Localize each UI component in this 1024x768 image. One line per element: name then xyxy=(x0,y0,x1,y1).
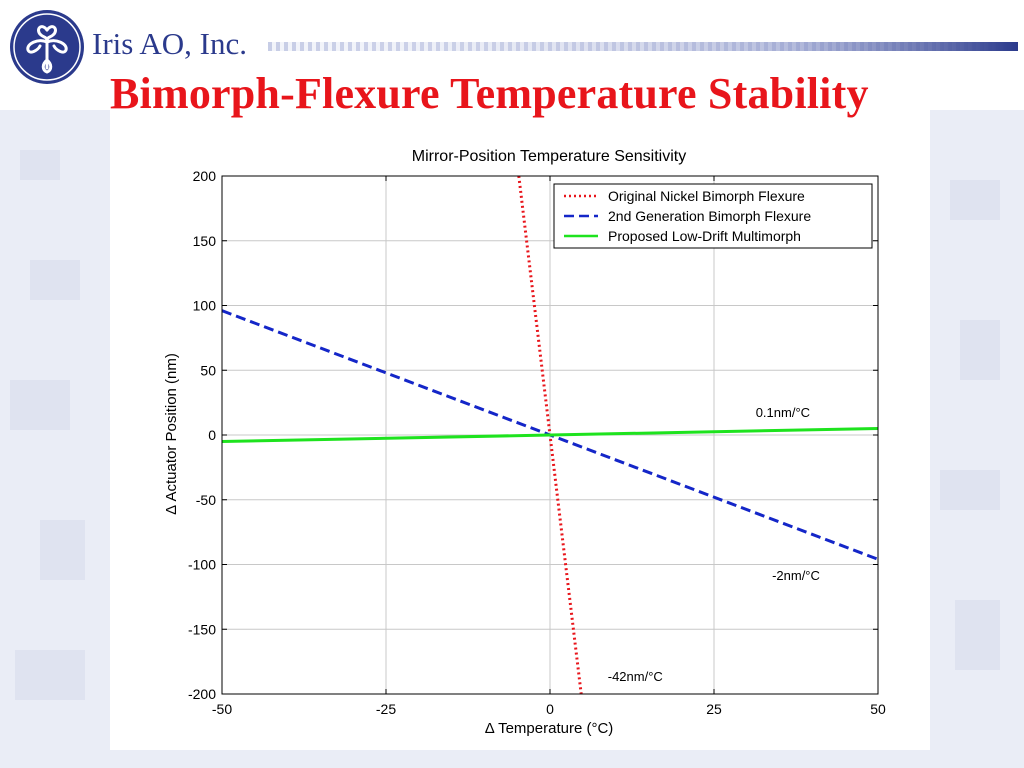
series-line-3 xyxy=(222,427,878,443)
x-tick-label: 0 xyxy=(546,701,554,717)
y-tick-label: 0 xyxy=(208,427,216,443)
legend-label: Proposed Low-Drift Multimorph xyxy=(608,228,801,244)
y-tick-label: 150 xyxy=(193,233,217,249)
iris-flower-logo-icon xyxy=(10,10,84,84)
x-tick-label: 50 xyxy=(870,701,886,717)
slope-annotation: -42nm/°C xyxy=(608,669,663,684)
header-gradient-bar xyxy=(268,42,1018,51)
y-tick-label: -100 xyxy=(188,557,216,573)
chart-legend: Original Nickel Bimorph Flexure 2nd Gener… xyxy=(553,183,873,249)
legend-label: 2nd Generation Bimorph Flexure xyxy=(608,208,811,224)
slope-annotation: 0.1nm/°C xyxy=(756,405,810,420)
x-tick-label: -25 xyxy=(376,701,396,717)
slide-header: Iris AO, Inc. xyxy=(0,0,1024,84)
chart-panel: Mirror-Position Temperature Sensitivity … xyxy=(110,132,930,744)
x-tick-label: 25 xyxy=(706,701,722,717)
y-tick-label: -150 xyxy=(188,621,216,637)
legend-box xyxy=(553,183,873,249)
slope-annotation: -2nm/°C xyxy=(772,568,820,583)
axes-layer xyxy=(221,175,879,695)
temperature-sensitivity-chart: Mirror-Position Temperature Sensitivity … xyxy=(163,148,886,737)
annotations: 0.1nm/°C -2nm/°C -42nm/°C xyxy=(608,405,820,684)
x-tick-label: -50 xyxy=(212,701,232,717)
chart-title: Mirror-Position Temperature Sensitivity xyxy=(412,148,686,165)
tick-labels: -50 -25 0 25 50 -200 -150 -100 -50 0 50 100 150 200 xyxy=(188,168,886,717)
y-tick-label: 50 xyxy=(200,362,216,378)
legend-label: Original Nickel Bimorph Flexure xyxy=(608,188,805,204)
y-tick-label: -50 xyxy=(196,492,216,508)
y-axis-label: Δ Actuator Position (nm) xyxy=(163,353,180,515)
x-axis-label: Δ Temperature (°C) xyxy=(485,720,614,737)
y-tick-label: 200 xyxy=(193,168,217,184)
slide-title: Bimorph-Flexure Temperature Stability xyxy=(110,69,869,118)
y-tick-label: 100 xyxy=(193,298,217,314)
company-name: Iris AO, Inc. xyxy=(92,26,247,61)
y-tick-label: -200 xyxy=(188,686,216,702)
series-layer xyxy=(222,176,878,694)
